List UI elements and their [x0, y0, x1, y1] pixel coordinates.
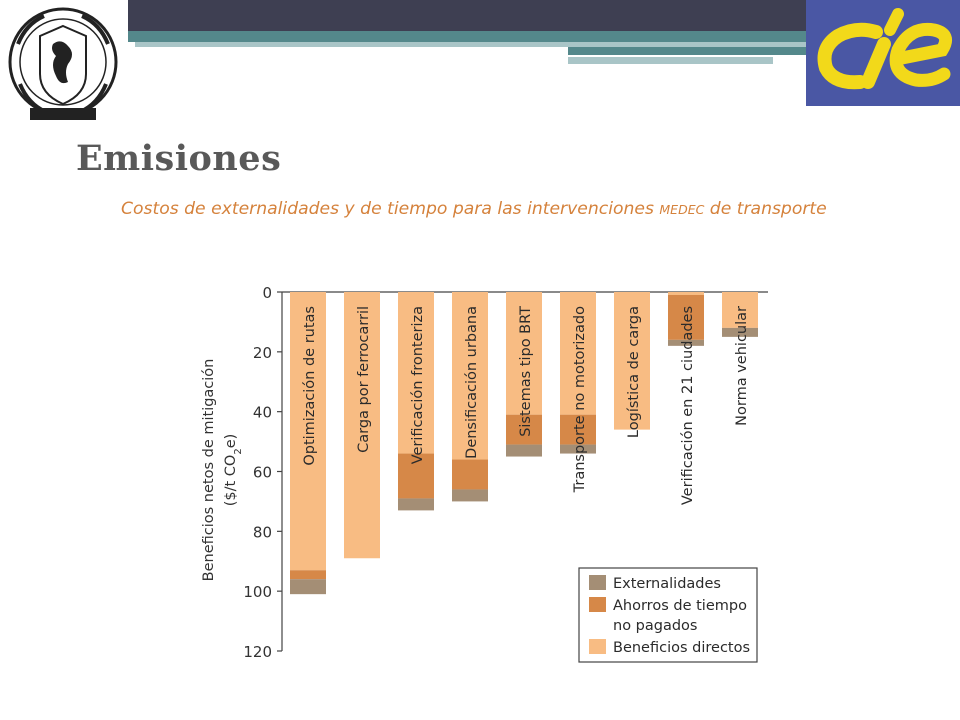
header-teal-stripe-short: [568, 47, 810, 55]
legend-swatch: [589, 639, 606, 654]
header-teal-stripe: [128, 31, 810, 42]
bar-segment: [398, 292, 434, 454]
subtitle-end: de transporte: [709, 199, 827, 219]
bar-segment: [668, 294, 704, 340]
category-label: Verificación en 21 ciudades: [680, 306, 696, 505]
bar-segment: [452, 459, 488, 490]
bar-segment: [560, 292, 596, 415]
legend-swatch: [589, 575, 606, 590]
bar-segment: [560, 414, 596, 445]
category-label: Logística de carga: [626, 306, 642, 438]
bar-segment: [722, 327, 758, 337]
page-title: Emisiones: [76, 138, 282, 179]
header-dark-bar: [128, 0, 810, 31]
bar-segment: [452, 292, 488, 460]
bar-segment: [668, 339, 704, 346]
bar-segment: [452, 489, 488, 502]
category-label: Verificación fronteriza: [410, 306, 426, 464]
bar-segment: [290, 292, 326, 571]
bar-segment: [290, 570, 326, 580]
y-axis-label-line2-end: e): [223, 434, 239, 449]
bar-segment: [398, 453, 434, 499]
legend-label: Ahorros de tiempo: [613, 598, 747, 614]
unam-seal-logo: [8, 7, 118, 120]
y-axis-label-line2: ($/t CO: [223, 455, 239, 507]
y-axis-label: Beneficios netos de mitigación ($/t CO2e): [201, 359, 244, 582]
bar-segment: [668, 292, 704, 295]
y-tick-label: 80: [253, 523, 272, 541]
header-light-stripe-short: [568, 57, 773, 64]
y-tick-label: 0: [262, 284, 272, 302]
category-label: Densificación urbana: [464, 306, 480, 459]
bar-segment: [614, 292, 650, 430]
category-label: Optimización de rutas: [302, 306, 318, 466]
category-label: Norma vehicular: [734, 306, 750, 426]
y-tick-label: 40: [253, 404, 272, 422]
header-light-stripe: [135, 42, 810, 47]
category-label: Sistemas tipo BRT: [518, 306, 534, 437]
y-tick-label: 120: [243, 643, 272, 661]
legend-label: no pagados: [613, 618, 697, 634]
y-axis-label-line1: Beneficios netos de mitigación: [201, 359, 217, 582]
bar-segment: [506, 444, 542, 457]
bar-segment: [560, 444, 596, 454]
bar-segment: [506, 414, 542, 445]
y-tick-label: 100: [243, 583, 272, 601]
subtitle-acronym: MEDEC: [659, 202, 705, 217]
category-label: Carga por ferrocarril: [356, 306, 372, 453]
bar-segment: [506, 292, 542, 415]
subtitle-main: Costos de externalidades y de tiempo par…: [121, 199, 654, 219]
category-label: Transporte no motorizado: [572, 306, 588, 493]
chart-subtitle: Costos de externalidades y de tiempo par…: [121, 199, 827, 219]
bar-segment: [722, 292, 758, 328]
bar-segment: [290, 579, 326, 595]
y-tick-label: 20: [253, 344, 272, 362]
bar-segment: [344, 292, 380, 559]
cie-logo-mark: [817, 8, 953, 90]
legend-label: Beneficios directos: [613, 640, 750, 656]
chart-legend: Externalidades Ahorros de tiempo no pagado…: [578, 567, 758, 663]
legend-label: Externalidades: [613, 576, 721, 592]
cie-logo: [806, 0, 960, 106]
legend-swatch: [589, 597, 606, 612]
y-axis-label-subscript: 2: [233, 448, 244, 454]
legend-box: [578, 567, 758, 663]
bar-segment: [398, 498, 434, 511]
y-tick-label: 60: [253, 464, 272, 482]
